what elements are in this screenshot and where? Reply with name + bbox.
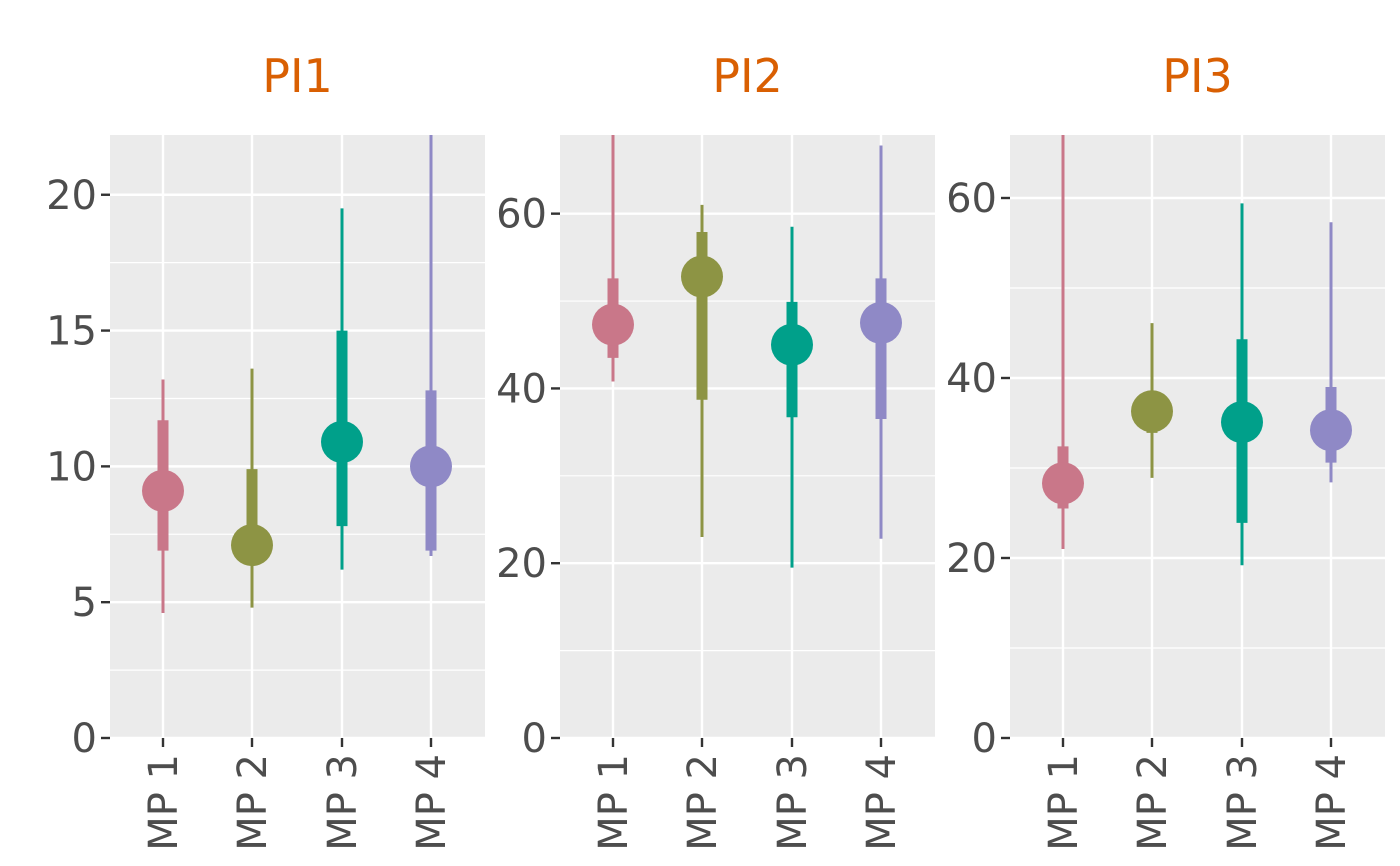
x-tick-label: MP 4	[409, 754, 455, 851]
x-tick-label: MP 2	[230, 754, 276, 851]
x-tick-label: MP 1	[591, 754, 637, 851]
y-tick-label: 20	[496, 541, 547, 587]
y-tick-label: 5	[72, 580, 97, 626]
point-estimate-mp-2	[231, 524, 273, 567]
y-tick-label: 0	[72, 716, 97, 762]
y-tick-label: 60	[496, 192, 547, 238]
x-tick-label: MP 3	[320, 754, 366, 851]
x-tick-label: MP 1	[1041, 754, 1087, 851]
y-tick-label: 15	[46, 309, 97, 355]
facet-title: PI1	[262, 49, 333, 103]
y-tick-label: 10	[46, 444, 97, 490]
panel-pi3: PI3 0 20 40 60 MP 1 MP 2 MP 3 MP 4	[946, 49, 1385, 851]
x-tick-label: MP 3	[1220, 754, 1266, 851]
point-estimate-mp-1	[142, 469, 184, 512]
y-tick-label: 0	[972, 716, 997, 762]
y-tick-label: 40	[496, 366, 547, 412]
point-estimate-mp-2	[1131, 390, 1173, 433]
y-tick-label: 20	[946, 536, 997, 582]
point-estimate-mp-4	[410, 445, 452, 488]
point-estimate-mp-3	[771, 323, 813, 366]
point-estimate-mp-1	[592, 303, 634, 346]
x-tick-label: MP 4	[1309, 754, 1355, 851]
x-tick-label: MP 1	[141, 754, 187, 851]
x-tick-label: MP 4	[859, 754, 905, 851]
y-tick-label: 40	[946, 356, 997, 402]
panel-pi2: PI2 0 20 40 60 MP 1 MP 2 MP 3 MP 4	[496, 49, 935, 851]
y-tick-label: 0	[522, 716, 547, 762]
x-tick-label: MP 2	[1130, 754, 1176, 851]
x-tick-label: MP 3	[770, 754, 816, 851]
panel-background	[110, 135, 485, 738]
point-estimate-mp-2	[681, 255, 723, 298]
point-estimate-mp-4	[1310, 409, 1352, 452]
panel-pi1: PI1 0 5 10 15 20 MP 1 MP 2 MP 3 MP 4	[46, 49, 485, 851]
y-tick-label: 60	[946, 176, 997, 222]
facet-title: PI2	[712, 49, 783, 103]
point-estimate-mp-3	[1221, 401, 1263, 444]
point-estimate-mp-3	[321, 420, 363, 463]
panel-background	[560, 135, 935, 738]
point-estimate-mp-4	[860, 301, 902, 344]
point-estimate-mp-1	[1042, 462, 1084, 505]
y-tick-label: 20	[46, 173, 97, 219]
facet-title: PI3	[1162, 49, 1233, 103]
x-tick-label: MP 2	[680, 754, 726, 851]
